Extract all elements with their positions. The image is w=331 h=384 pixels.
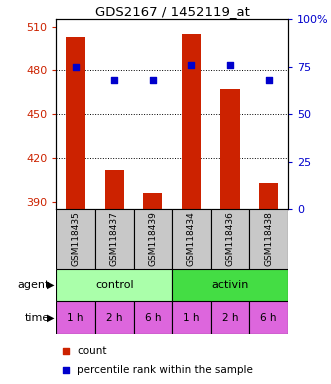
Bar bbox=[143, 193, 163, 209]
Bar bbox=[95, 301, 133, 334]
Text: 6 h: 6 h bbox=[260, 313, 277, 323]
Text: time: time bbox=[24, 313, 50, 323]
Bar bbox=[172, 269, 288, 301]
Text: GSM118434: GSM118434 bbox=[187, 212, 196, 266]
Text: 1 h: 1 h bbox=[183, 313, 200, 323]
Point bbox=[189, 62, 194, 68]
Point bbox=[112, 77, 117, 83]
Text: GSM118438: GSM118438 bbox=[264, 212, 273, 266]
Point bbox=[63, 348, 68, 354]
Point bbox=[227, 62, 233, 68]
Text: 6 h: 6 h bbox=[145, 313, 161, 323]
Point bbox=[266, 77, 271, 83]
Text: 1 h: 1 h bbox=[67, 313, 84, 323]
Text: ▶: ▶ bbox=[47, 313, 55, 323]
Bar bbox=[105, 170, 124, 209]
Point bbox=[63, 366, 68, 372]
Text: GSM118437: GSM118437 bbox=[110, 212, 119, 266]
Bar bbox=[56, 209, 95, 269]
Text: ▶: ▶ bbox=[47, 280, 55, 290]
Bar bbox=[249, 301, 288, 334]
Text: GSM118436: GSM118436 bbox=[225, 212, 235, 266]
Bar bbox=[172, 301, 211, 334]
Text: percentile rank within the sample: percentile rank within the sample bbox=[77, 364, 253, 375]
Bar bbox=[133, 209, 172, 269]
Point bbox=[150, 77, 156, 83]
Bar bbox=[56, 269, 172, 301]
Text: count: count bbox=[77, 346, 107, 356]
Text: activin: activin bbox=[212, 280, 249, 290]
Bar bbox=[220, 89, 240, 209]
Bar bbox=[211, 301, 249, 334]
Bar bbox=[66, 37, 85, 209]
Bar bbox=[172, 209, 211, 269]
Title: GDS2167 / 1452119_at: GDS2167 / 1452119_at bbox=[95, 5, 250, 18]
Text: 2 h: 2 h bbox=[222, 313, 238, 323]
Bar bbox=[249, 209, 288, 269]
Bar bbox=[133, 301, 172, 334]
Bar bbox=[95, 209, 133, 269]
Text: control: control bbox=[95, 280, 133, 290]
Bar bbox=[211, 209, 249, 269]
Bar bbox=[182, 34, 201, 209]
Bar bbox=[259, 183, 278, 209]
Bar bbox=[56, 301, 95, 334]
Text: agent: agent bbox=[17, 280, 50, 290]
Text: 2 h: 2 h bbox=[106, 313, 122, 323]
Text: GSM118439: GSM118439 bbox=[148, 212, 157, 266]
Point bbox=[73, 64, 78, 70]
Text: GSM118435: GSM118435 bbox=[71, 212, 80, 266]
